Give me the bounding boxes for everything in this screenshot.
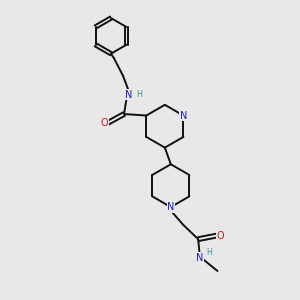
Text: H: H	[136, 90, 142, 99]
Text: N: N	[125, 90, 133, 100]
Text: N: N	[196, 253, 203, 262]
Text: H: H	[206, 248, 212, 257]
Text: N: N	[167, 202, 175, 212]
Text: N: N	[180, 110, 187, 121]
Text: O: O	[101, 118, 109, 128]
Text: O: O	[217, 231, 225, 241]
